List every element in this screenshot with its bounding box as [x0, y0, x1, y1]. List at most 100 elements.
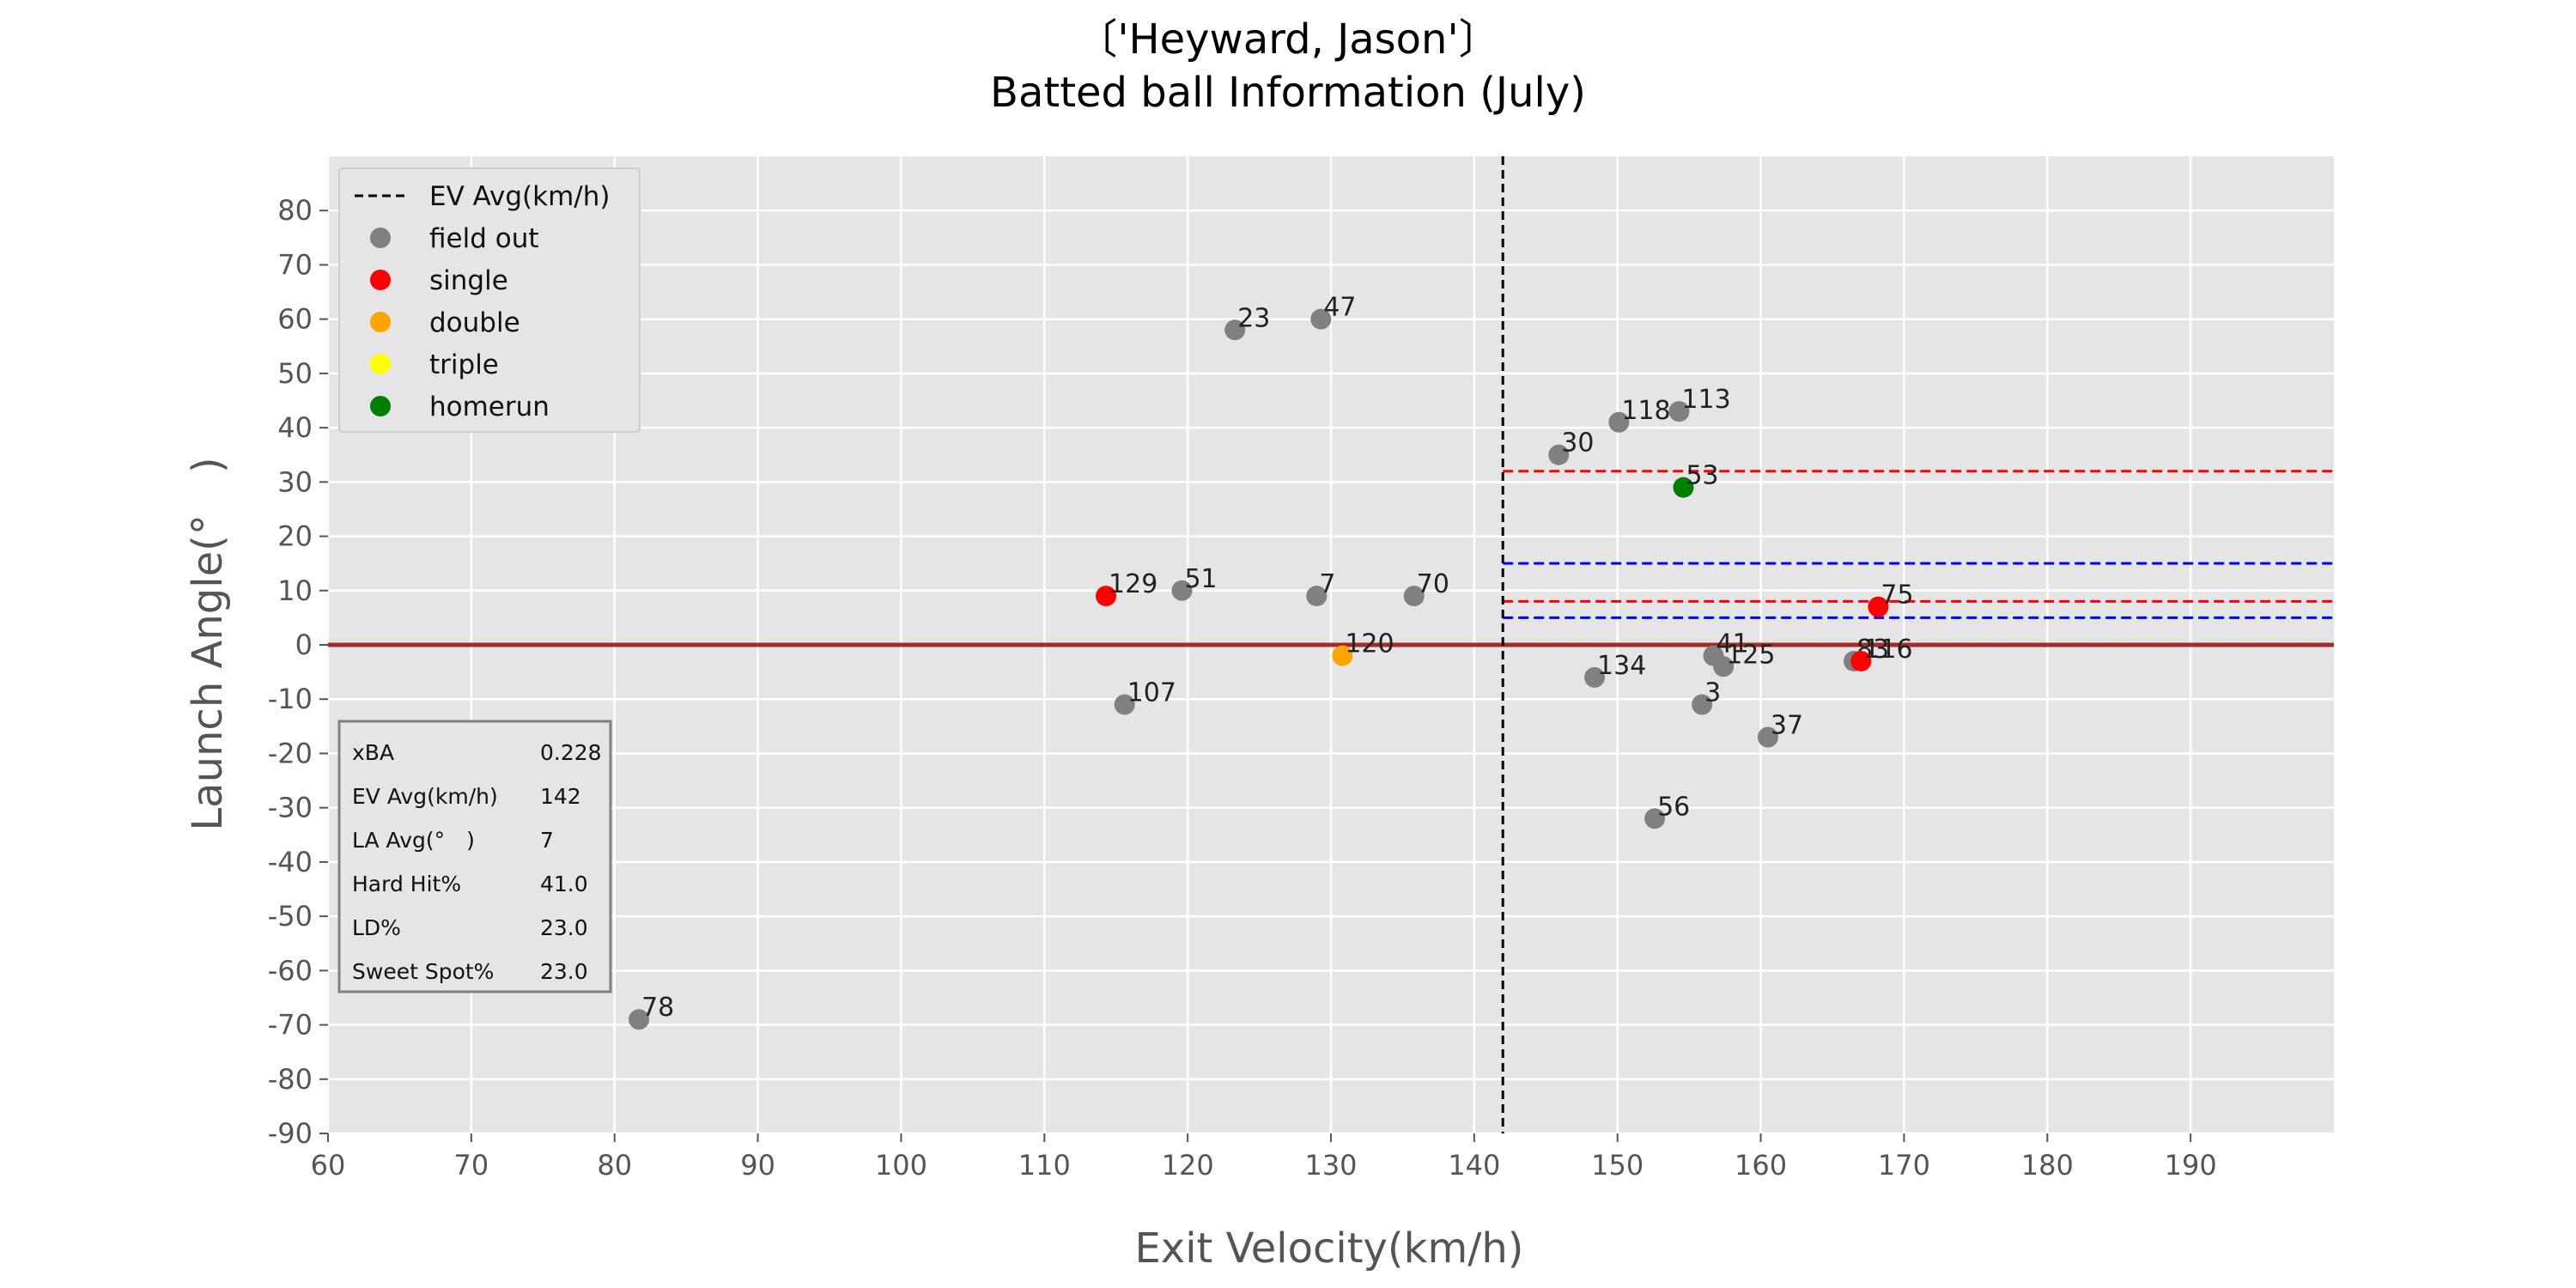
point-label: 129 — [1109, 569, 1157, 599]
point-label: 116 — [1863, 635, 1912, 665]
stats-value: 142 — [540, 784, 581, 809]
x-tick-label: 170 — [1878, 1149, 1930, 1182]
point-label: 70 — [1417, 569, 1449, 599]
point-label: 107 — [1127, 678, 1176, 708]
stats-value: 23.0 — [540, 915, 588, 940]
x-axis-label: Exit Velocity(km/h) — [1134, 1224, 1523, 1273]
chart-title-line2: Batted ball Information (July) — [990, 69, 1586, 117]
scatter-point — [1673, 477, 1694, 498]
point-label: 7 — [1319, 569, 1335, 599]
point-label: 30 — [1561, 428, 1594, 459]
point-label: 134 — [1597, 651, 1646, 681]
legend-dot-swatch — [370, 312, 391, 332]
point-label: 113 — [1681, 385, 1730, 415]
point-label: 120 — [1345, 629, 1394, 659]
stats-label: EV Avg(km/h) — [352, 784, 498, 809]
scatter-point — [1224, 319, 1246, 341]
reference-lines — [328, 156, 2334, 1133]
legend-dot-swatch — [370, 228, 391, 248]
y-tick-label: -90 — [268, 1117, 313, 1150]
y-tick-label: 50 — [277, 357, 313, 390]
point-label: 47 — [1323, 293, 1356, 323]
x-tick-label: 70 — [453, 1149, 489, 1182]
x-tick-label: 150 — [1591, 1149, 1643, 1182]
stats-value: 0.228 — [540, 740, 602, 765]
y-tick-label: -10 — [268, 683, 313, 715]
scatter-point — [1868, 596, 1889, 617]
point-label: 3 — [1704, 678, 1721, 708]
axes: 60 70 80 90 100 110 120 130 140 150 160 170 180 190-9… — [268, 194, 2217, 1182]
legend-label: triple — [429, 349, 499, 380]
x-tick-label: 60 — [311, 1149, 346, 1182]
stats-label: LD% — [352, 915, 401, 940]
y-tick-label: -30 — [268, 792, 313, 824]
y-tick-label: 60 — [277, 303, 313, 336]
point-label: 75 — [1880, 580, 1913, 611]
y-tick-label: 70 — [277, 248, 313, 281]
legend-label: double — [429, 307, 520, 338]
legend-dot-swatch — [370, 270, 391, 290]
x-tick-label: 100 — [875, 1149, 927, 1182]
x-tick-label: 140 — [1448, 1149, 1500, 1182]
y-tick-label: -70 — [268, 1009, 313, 1042]
x-tick-label: 160 — [1735, 1149, 1787, 1182]
y-tick-label: -50 — [268, 900, 313, 933]
stats-label: xBA — [352, 740, 394, 765]
point-label: 56 — [1657, 792, 1690, 822]
legend-dot-swatch — [370, 396, 391, 416]
legend-label: single — [429, 265, 508, 296]
y-tick-label: -60 — [268, 954, 313, 987]
x-tick-label: 180 — [2021, 1149, 2074, 1182]
scatter-point — [1548, 444, 1570, 465]
scatter-point — [1171, 580, 1193, 601]
legend-label: homerun — [429, 392, 550, 422]
point-label: 118 — [1621, 396, 1670, 426]
scatter-point — [1332, 645, 1353, 666]
scatter-point — [1713, 656, 1735, 677]
point-label: 37 — [1771, 710, 1803, 740]
y-tick-label: 0 — [295, 629, 313, 661]
point-label: 23 — [1237, 303, 1270, 333]
y-tick-label: 30 — [277, 465, 313, 498]
scatter-point — [1310, 308, 1332, 330]
scatter-point — [1692, 694, 1713, 715]
legend-box — [338, 167, 641, 433]
scatter-point — [1403, 586, 1425, 607]
scatter-point — [1584, 666, 1606, 688]
legend-label: field out — [429, 223, 539, 254]
x-tick-label: 190 — [2165, 1149, 2217, 1182]
stats-value: 41.0 — [540, 872, 588, 896]
point-label: 125 — [1726, 640, 1775, 670]
scatter-point — [1668, 401, 1690, 422]
stats-label: Hard Hit% — [352, 872, 461, 896]
point-label: 53 — [1686, 461, 1718, 491]
scatter-point — [1114, 694, 1135, 715]
stats-table: xBA 0.228 EV Avg(km/h) 142 LA Avg(° ) 7 Hard H… — [337, 720, 612, 993]
stats-label: Sweet Spot% — [352, 959, 494, 984]
x-tick-label: 120 — [1162, 1149, 1214, 1182]
y-tick-label: 80 — [277, 194, 313, 227]
scatter-point — [1757, 726, 1778, 748]
y-tick-label: -20 — [268, 737, 313, 769]
stats-box — [337, 720, 612, 993]
point-label: 51 — [1184, 564, 1217, 594]
point-label: 78 — [641, 993, 674, 1023]
y-tick-label: 40 — [277, 411, 313, 444]
scatter-point — [1306, 586, 1327, 607]
x-tick-label: 90 — [740, 1149, 775, 1182]
stats-value: 23.0 — [540, 959, 588, 984]
y-tick-label: 20 — [277, 520, 313, 553]
x-tick-label: 130 — [1304, 1149, 1357, 1182]
scatter-point — [1096, 586, 1117, 607]
scatter-point — [1644, 808, 1666, 829]
y-tick-label: 10 — [277, 574, 313, 607]
point-label: 41 — [1716, 629, 1749, 659]
chart-title-line1: 〔'Heyward, Jason'〕 — [1076, 15, 1499, 64]
scatter-point — [1608, 411, 1630, 433]
legend: EV Avg(km/h) field out single double triple h… — [338, 167, 641, 433]
legend-label: EV Avg(km/h) — [429, 181, 611, 212]
x-tick-label: 80 — [597, 1149, 632, 1182]
legend-dot-swatch — [370, 354, 391, 374]
